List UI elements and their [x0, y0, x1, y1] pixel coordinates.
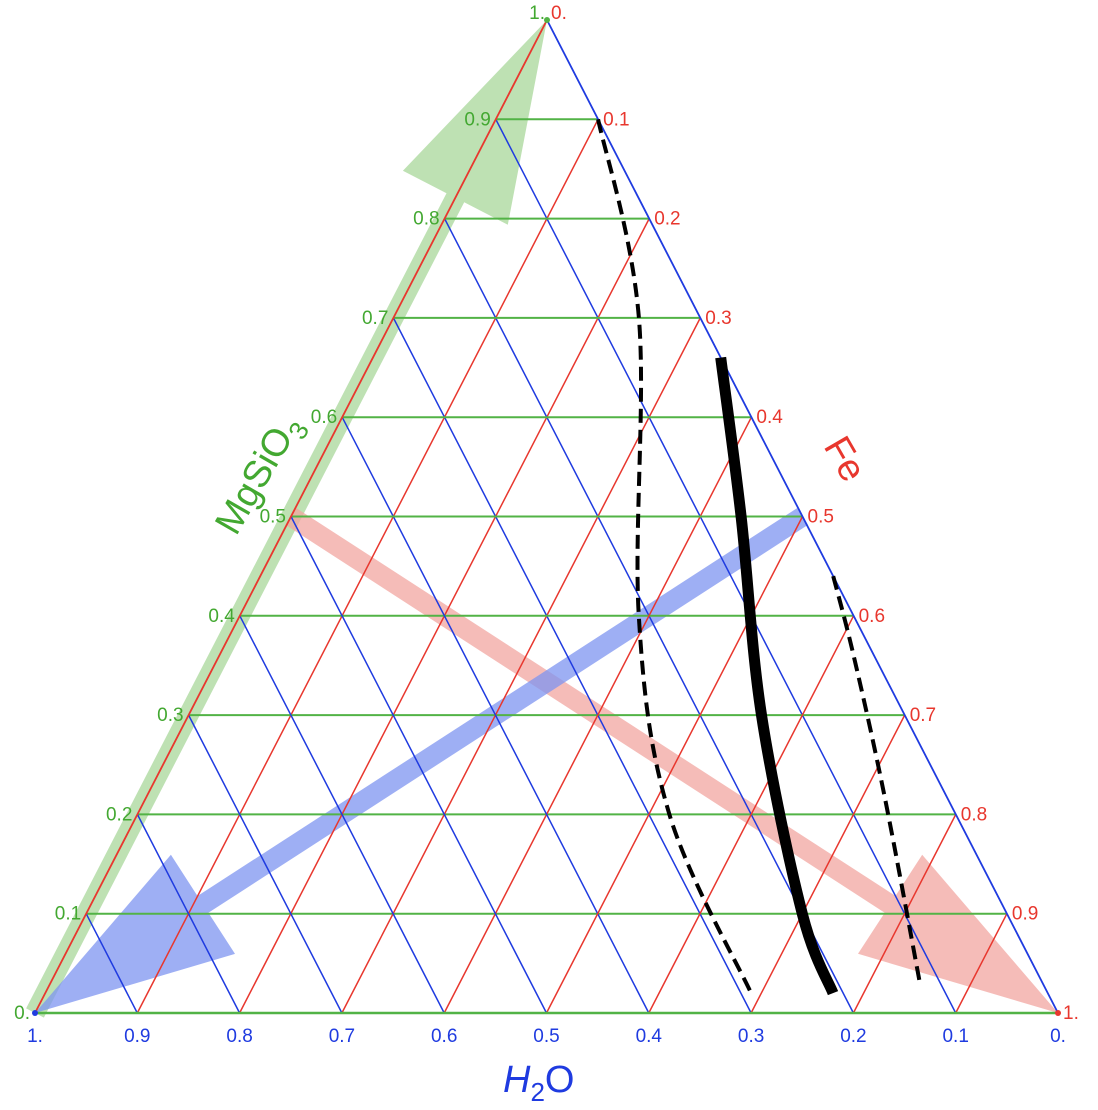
- h2o-gridline: [239, 615, 445, 1014]
- mgsio3-vertex-dot: [544, 17, 550, 23]
- fe-tick-label: 0.4: [756, 407, 783, 428]
- fe-tick-label: 0.: [551, 3, 567, 24]
- fe-gridline: [852, 814, 957, 1014]
- mgsio3-tick-label: 0.7: [362, 308, 388, 329]
- h2o-tick-label: 1.: [27, 1026, 43, 1047]
- h2o-gridline: [136, 814, 241, 1014]
- mgsio3-tick-label: 0.3: [157, 705, 183, 726]
- fe-gridline: [955, 913, 1008, 1014]
- dashed-upper-curve: [596, 118, 753, 994]
- fe-tick-label: 0.9: [1012, 904, 1038, 925]
- h2o-gridline: [187, 714, 343, 1014]
- h2o-gridline: [392, 317, 752, 1014]
- h2o-tick-label: 0.1: [942, 1026, 968, 1047]
- mgsio3-tick-label: 0.4: [208, 606, 235, 627]
- fe-tick-label: 0.5: [808, 507, 834, 528]
- fe-arrow: [285, 508, 1059, 1013]
- fe-gridline: [341, 317, 701, 1014]
- fe-gridline: [136, 118, 599, 1014]
- h2o-tick-label: 0.: [1050, 1026, 1066, 1047]
- mgsio3-tick-label: 1.: [529, 3, 545, 24]
- label-layer: 0.0.10.20.30.40.50.60.70.80.91. 0.0.10.20…: [14, 3, 1079, 1047]
- h2o-tick-label: 0.2: [840, 1026, 866, 1047]
- fe-tick-label: 0.7: [910, 705, 936, 726]
- fe-tick-label: 0.6: [859, 606, 885, 627]
- fe-tick-label: 0.1: [603, 109, 629, 130]
- dashed-lower-curve: [831, 575, 922, 984]
- mgsio3-tick-label: 0.2: [106, 804, 132, 825]
- grid-layer: [32, 17, 1061, 1016]
- right-edge: [546, 19, 1059, 1014]
- fe-vertex-dot: [1055, 1010, 1061, 1016]
- h2o-gridline: [85, 913, 138, 1014]
- mgsio3-tick-label: 0.6: [311, 407, 337, 428]
- h2o-tick-label: 0.9: [124, 1026, 150, 1047]
- h2o-tick-label: 0.3: [738, 1026, 764, 1047]
- fe-tick-label: 0.3: [705, 308, 731, 329]
- h2o-tick-label: 0.6: [431, 1026, 457, 1047]
- arrow-layer: [26, 20, 1059, 1018]
- mgsio3-tick-label: 0.8: [413, 209, 439, 230]
- fe-axis-title: Fe: [815, 430, 874, 489]
- h2o-axis-title: H2O: [503, 1059, 574, 1107]
- curve-layer: [596, 118, 922, 996]
- h2o-tick-label: 0.4: [636, 1026, 663, 1047]
- mgsio3-tick-label: 0.1: [55, 904, 81, 925]
- mgsio3-tick-label: 0.5: [260, 507, 286, 528]
- left-edge: [34, 19, 548, 1014]
- mgsio3-tick-label: 0.9: [464, 109, 490, 130]
- h2o-tick-label: 0.5: [533, 1026, 559, 1047]
- h2o-gridline: [290, 516, 548, 1014]
- fe-gridline: [648, 615, 855, 1014]
- solid-boundary-curve: [715, 356, 839, 996]
- fe-tick-label: 0.8: [961, 804, 987, 825]
- mgsio3-tick-label: 0.: [14, 1003, 30, 1024]
- h2o-gridline: [495, 118, 957, 1014]
- fe-tick-label: 1.: [1063, 1003, 1079, 1024]
- fe-tick-label: 0.2: [654, 209, 680, 230]
- h2o-tick-label: 0.7: [329, 1026, 355, 1047]
- mgsio3-arrow: [26, 20, 548, 1018]
- fe-gridline: [545, 516, 804, 1014]
- h2o-vertex-dot: [32, 1010, 38, 1016]
- h2o-arrow: [35, 508, 808, 1013]
- h2o-tick-label: 0.8: [226, 1026, 252, 1047]
